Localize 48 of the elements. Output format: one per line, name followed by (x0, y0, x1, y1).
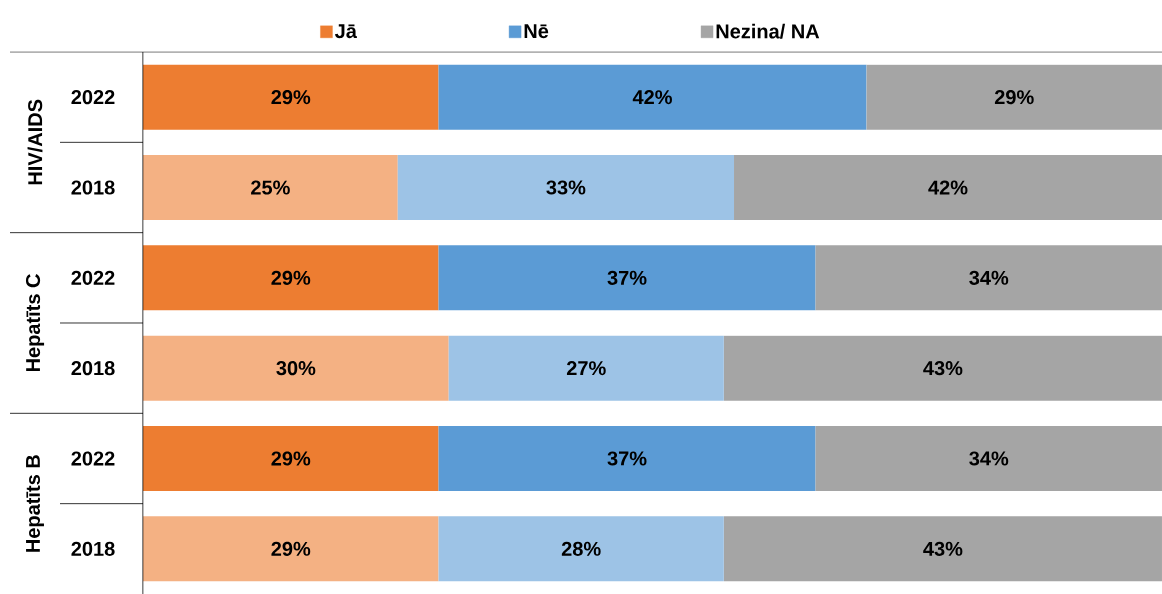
data-label: 29% (271, 541, 311, 556)
data-label: 25% (251, 180, 290, 195)
bar (438, 245, 816, 311)
y-tick-label: 2022 (71, 270, 115, 285)
data-label: 29% (271, 451, 311, 466)
bar (143, 516, 439, 582)
data-label: 43% (923, 361, 963, 376)
bar (438, 516, 724, 582)
data-label: 34% (969, 270, 1009, 285)
data-label: 28% (561, 541, 601, 556)
y-tick-label: 2022 (71, 90, 115, 105)
bar (397, 154, 735, 221)
legend-label: Nezina/ NA (716, 23, 820, 39)
bar (815, 425, 1162, 492)
data-label: 27% (566, 361, 606, 376)
y-tick-label: 2018 (71, 361, 115, 376)
bar (143, 335, 449, 401)
bar (143, 64, 439, 130)
bar (815, 245, 1162, 311)
text: Hepatīts C (25, 274, 45, 372)
legend-label: Jā (334, 24, 358, 39)
bar (438, 64, 867, 130)
bar (723, 335, 1162, 401)
bar (866, 64, 1162, 130)
text: Hepatīts B (26, 455, 44, 552)
data-label: 29% (271, 270, 311, 285)
data-label: 29% (994, 90, 1034, 105)
y-tick-label: 2018 (71, 541, 115, 556)
data-label: 42% (632, 90, 672, 105)
data-label: 34% (969, 451, 1009, 466)
bar (143, 425, 439, 492)
bar (734, 154, 1162, 221)
bar (448, 335, 724, 401)
data-label: 30% (276, 361, 316, 376)
bar (438, 425, 816, 492)
text: HIV/AIDS (27, 99, 43, 185)
data-label: 29% (271, 90, 311, 105)
y-tick-label: 2022 (71, 451, 115, 466)
y-tick-label: 2018 (71, 180, 115, 195)
data-label: 43% (923, 541, 963, 556)
bar (143, 245, 439, 311)
data-label: 37% (607, 270, 647, 285)
data-label: 33% (546, 180, 586, 195)
data-label: 42% (928, 180, 968, 195)
bar (143, 154, 398, 221)
legend-label: Nē (524, 24, 549, 39)
bar (723, 516, 1162, 582)
data-label: 37% (607, 451, 647, 466)
